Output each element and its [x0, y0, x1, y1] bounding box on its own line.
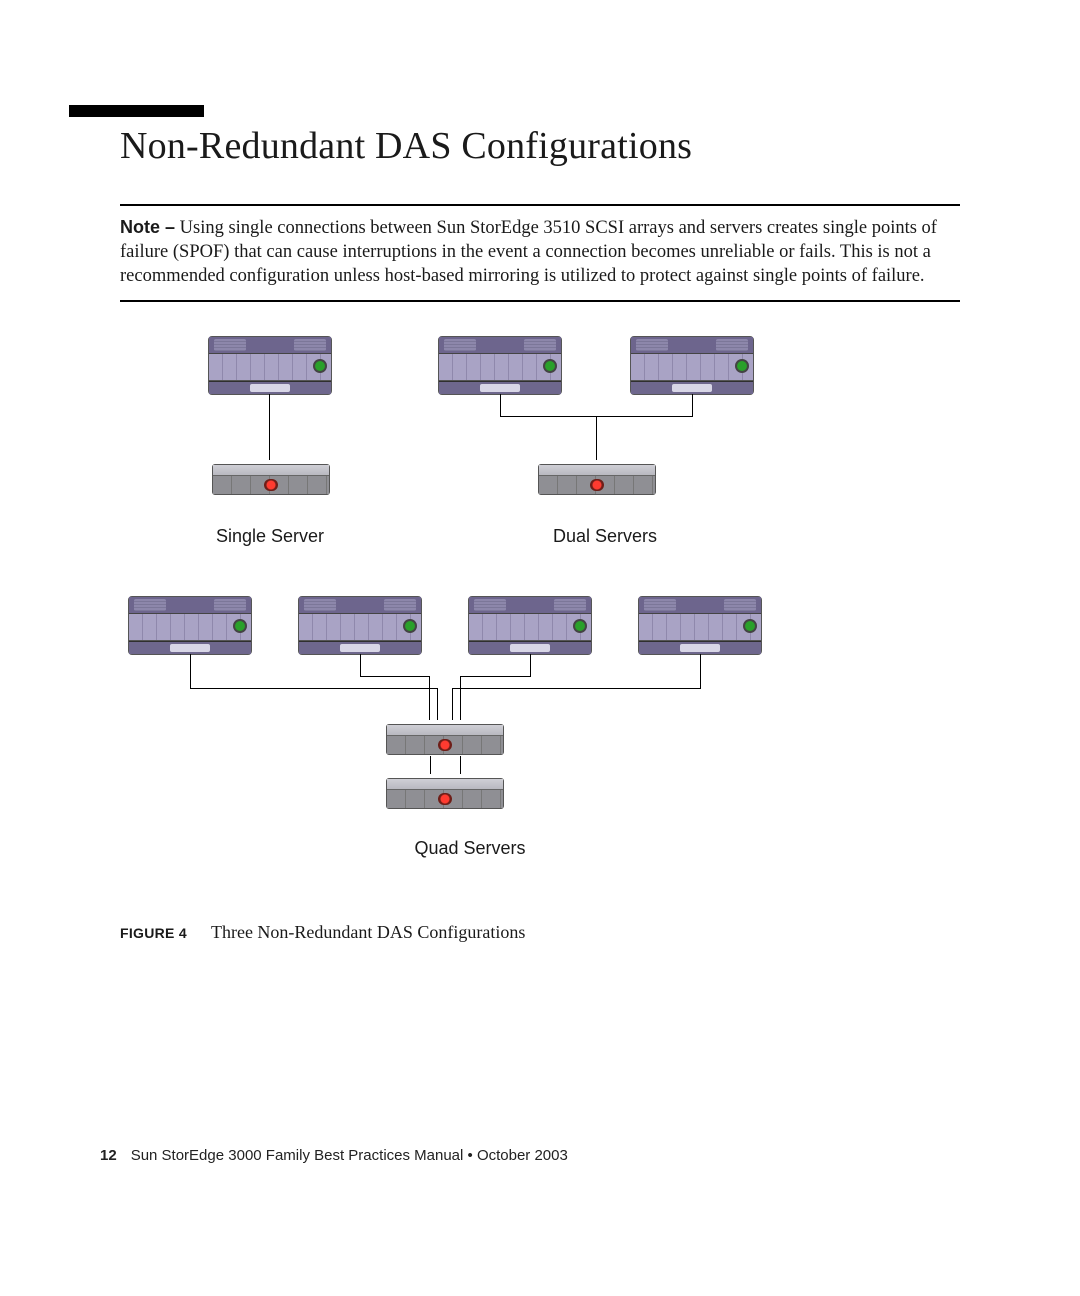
storage-icon: [212, 464, 330, 495]
diagram-single-server: Single Server: [140, 336, 400, 547]
page-footer: 12 Sun StorEdge 3000 Family Best Practice…: [100, 1147, 568, 1164]
array-icon: [638, 596, 762, 655]
section-mark: [69, 105, 204, 117]
figure-caption: FIGURE 4 Three Non-Redundant DAS Configur…: [120, 922, 960, 943]
diagram-dual-servers: Dual Servers: [420, 336, 790, 547]
note-box: Note – Using single connections between …: [120, 204, 960, 302]
page-number: 12: [100, 1147, 117, 1164]
quad-servers-label: Quad Servers: [120, 838, 820, 859]
page-title: Non-Redundant DAS Configurations: [120, 124, 960, 168]
array-icon: [438, 336, 562, 395]
array-icon: [298, 596, 422, 655]
array-icon: [208, 336, 332, 395]
figure-caption-text: Three Non-Redundant DAS Configurations: [211, 922, 525, 942]
dual-servers-label: Dual Servers: [420, 526, 790, 547]
note-text: Using single connections between Sun Sto…: [120, 218, 937, 286]
page: Non-Redundant DAS Configurations Note – …: [0, 0, 1080, 1296]
array-icon: [468, 596, 592, 655]
storage-icon: [386, 724, 504, 755]
array-icon: [128, 596, 252, 655]
single-server-label: Single Server: [140, 526, 400, 547]
storage-icon: [538, 464, 656, 495]
doc-title-footer: Sun StorEdge 3000 Family Best Practices …: [131, 1147, 568, 1164]
figure-tag: FIGURE 4: [120, 925, 187, 941]
diagram-quad-servers: Quad Servers: [120, 596, 820, 859]
storage-icon: [386, 778, 504, 809]
note-label: Note –: [120, 217, 175, 237]
diagram-area: Single Server Dual Servers: [120, 336, 960, 896]
array-icon: [630, 336, 754, 395]
